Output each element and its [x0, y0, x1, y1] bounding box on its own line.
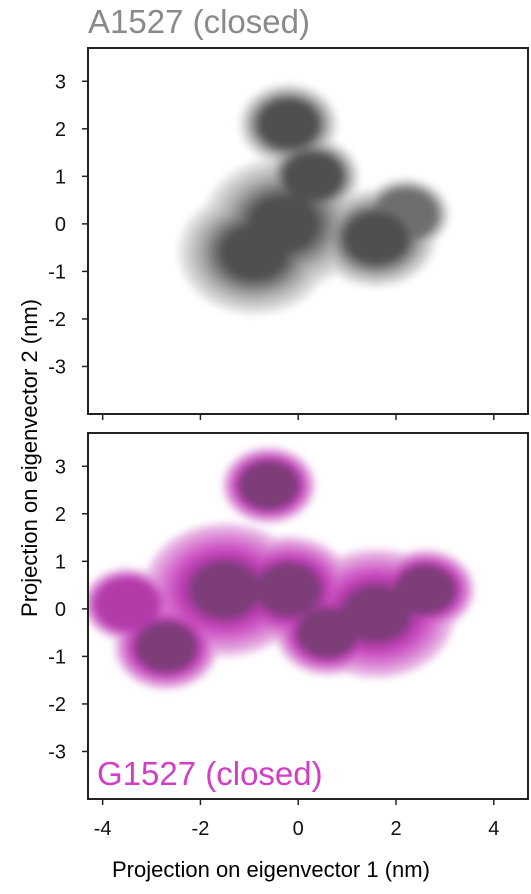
plot-frame	[87, 47, 529, 415]
x-tick-label: 2	[390, 818, 401, 840]
density-level-5-center-2	[255, 562, 322, 617]
panel-title-a1527: A1527 (closed)	[88, 3, 310, 40]
x-tick-label: 4	[488, 818, 499, 840]
panel-a1527: 3 2 1 0 -1 -2 -3	[48, 47, 529, 420]
y-tick-label: 0	[55, 599, 66, 621]
density-contours	[178, 84, 449, 314]
density-level-5-center-0	[189, 560, 261, 620]
y-tick-label: -3	[48, 356, 66, 378]
y-tick-label: 2	[55, 119, 66, 141]
panel-g1527: 3 2 1 0 -1 -2 -3 -4 -2 0 2 4	[48, 432, 529, 840]
y-tick-label: 1	[55, 551, 66, 573]
x-tick-label: -2	[192, 818, 210, 840]
density-level-5-center-3	[257, 99, 319, 149]
plot-frame	[87, 432, 529, 800]
y-axis-label: Projection on eigenvector 2 (nm)	[17, 299, 42, 617]
density-level-5-center-1	[219, 223, 290, 281]
density-level-5-center-1	[341, 584, 412, 643]
y-tick-label: 0	[55, 214, 66, 236]
y-tick-label: -2	[48, 309, 66, 331]
density-level-5-center-7	[394, 564, 456, 615]
x-axis-label: Projection on eigenvector 1 (nm)	[112, 857, 430, 882]
y-tick-label: 2	[55, 504, 66, 526]
y-tick-label: 1	[55, 166, 66, 188]
density-level-4-center-6	[94, 577, 160, 631]
x-tick-label: -4	[94, 818, 112, 840]
x-tick-label: 0	[293, 818, 304, 840]
density-level-5-center-2	[344, 211, 409, 265]
y-tick-label: -3	[48, 741, 66, 763]
density-level-5-center-4	[296, 607, 359, 658]
y-tick-label: -2	[48, 694, 66, 716]
y-tick-label: -1	[48, 646, 66, 668]
y-tick-label: -1	[48, 261, 66, 283]
density-contours	[88, 447, 474, 689]
y-tick-label: 3	[55, 456, 66, 478]
density-level-5-center-4	[282, 151, 343, 201]
y-tick-label: 3	[55, 71, 66, 93]
density-level-5-center-3	[135, 621, 198, 673]
density-level-5-center-5	[238, 460, 299, 510]
panel-title-g1527: G1527 (closed)	[97, 755, 323, 792]
